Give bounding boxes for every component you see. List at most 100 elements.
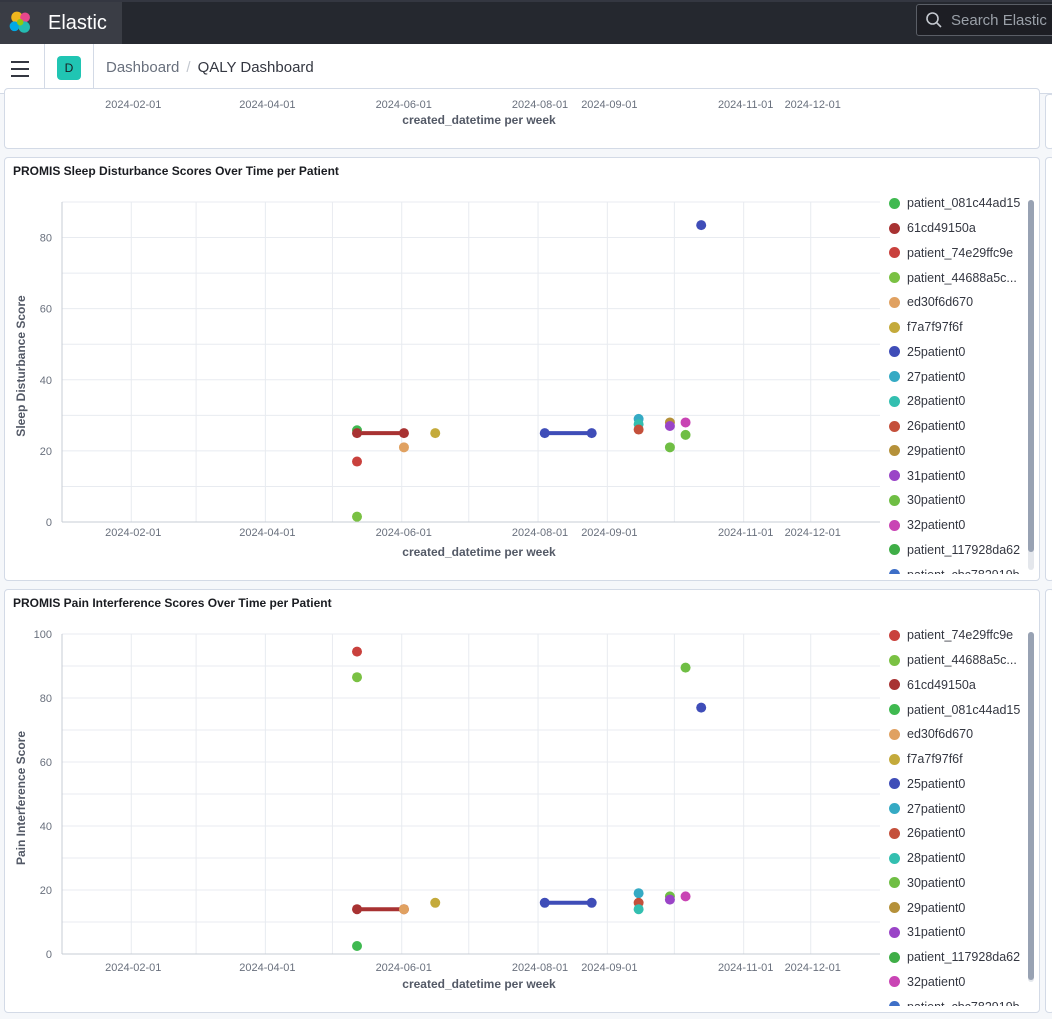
legend-color-dot [889, 197, 900, 209]
legend-item[interactable]: 26patient0 [881, 414, 1023, 439]
legend-label: 28patient0 [907, 394, 966, 409]
legend-item[interactable]: ed30f6d670 [881, 290, 1023, 315]
legend-item[interactable]: f7a7f97f6f [881, 315, 1023, 340]
data-point[interactable] [352, 511, 363, 522]
legend-label: patient_44688a5c... [907, 270, 1017, 285]
y-tick-label: 0 [46, 517, 52, 529]
data-point[interactable] [586, 428, 597, 439]
data-point[interactable] [633, 424, 644, 435]
y-axis-title: Pain Interference Score [14, 731, 28, 865]
hamburger-menu-icon[interactable] [11, 61, 29, 77]
legend-color-dot [889, 569, 900, 574]
legend-color-dot [889, 951, 900, 963]
legend-scrollbar[interactable] [1028, 200, 1034, 570]
legend-item[interactable]: 61cd49150a [881, 673, 1023, 698]
legend-color-dot [889, 222, 900, 234]
y-tick-label: 80 [40, 233, 52, 245]
legend-item[interactable]: patient_cbc782919b [881, 562, 1023, 574]
legend-item[interactable]: patient_081c44ad15 [881, 191, 1023, 216]
data-point[interactable] [539, 897, 550, 908]
legend-item[interactable]: patient_117928da62 [881, 945, 1023, 970]
legend-item[interactable]: 31patient0 [881, 920, 1023, 945]
legend-item[interactable]: 32patient0 [881, 513, 1023, 538]
search-icon [926, 12, 942, 28]
data-point[interactable] [398, 904, 409, 915]
legend-label: patient_74e29ffc9e [907, 628, 1014, 643]
data-point[interactable] [633, 888, 644, 899]
data-point[interactable] [633, 904, 644, 915]
panel-top-partial: 2024-02-01 2024-04-01 2024-06-01 2024-08-01… [4, 88, 1040, 149]
legend-item[interactable]: 27patient0 [881, 796, 1023, 821]
legend-label: 30patient0 [907, 875, 966, 890]
legend-item[interactable]: patient_cbc782919b [881, 994, 1023, 1006]
legend-item[interactable]: 25patient0 [881, 772, 1023, 797]
legend-scrollbar-thumb[interactable] [1028, 200, 1034, 552]
data-point[interactable] [352, 428, 363, 439]
data-point[interactable] [696, 220, 707, 231]
legend-label: patient_081c44ad15 [907, 196, 1021, 211]
legend-item[interactable]: 32patient0 [881, 970, 1023, 995]
legend-label: patient_117928da62 [907, 950, 1021, 965]
elastic-home-link[interactable]: Elastic [0, 2, 122, 44]
legend-item[interactable]: patient_44688a5c... [881, 265, 1023, 290]
legend-item[interactable]: 26patient0 [881, 821, 1023, 846]
legend-label: 32patient0 [907, 974, 966, 989]
legend-item[interactable]: 29patient0 [881, 439, 1023, 464]
legend-item[interactable]: 29patient0 [881, 895, 1023, 920]
data-point[interactable] [680, 429, 691, 440]
data-point[interactable] [696, 702, 707, 713]
legend-item[interactable]: patient_117928da62 [881, 538, 1023, 563]
x-tick-label: 2024-11-01 [718, 962, 773, 974]
x-tick-label: 2024-12-01 [785, 99, 841, 111]
data-point[interactable] [398, 442, 409, 453]
legend-item[interactable]: 25patient0 [881, 340, 1023, 365]
x-tick-label: 2024-09-01 [581, 962, 637, 974]
data-point[interactable] [352, 456, 363, 467]
data-point[interactable] [352, 672, 363, 683]
chart-legend: patient_74e29ffc9e patient_44688a5c... 61c… [881, 623, 1023, 1006]
data-point[interactable] [680, 662, 691, 673]
legend-label: f7a7f97f6f [907, 320, 963, 335]
legend-scrollbar[interactable] [1028, 632, 1034, 982]
legend-item[interactable]: ed30f6d670 [881, 722, 1023, 747]
breadcrumb-dashboard-link[interactable]: Dashboard [106, 59, 180, 76]
legend-scrollbar-thumb[interactable] [1028, 632, 1034, 980]
data-point[interactable] [430, 897, 441, 908]
legend-item[interactable]: f7a7f97f6f [881, 747, 1023, 772]
data-point[interactable] [539, 428, 550, 439]
data-point[interactable] [352, 646, 363, 657]
legend-color-dot [889, 704, 900, 716]
space-avatar[interactable]: D [57, 56, 81, 80]
legend-item[interactable]: 28patient0 [881, 846, 1023, 871]
legend-item[interactable]: 30patient0 [881, 488, 1023, 513]
legend-item[interactable]: patient_081c44ad15 [881, 697, 1023, 722]
legend-item[interactable]: patient_74e29ffc9e [881, 241, 1023, 266]
data-point[interactable] [664, 894, 675, 905]
data-point[interactable] [680, 417, 691, 428]
legend-item[interactable]: 28patient0 [881, 389, 1023, 414]
legend-item[interactable]: patient_74e29ffc9e [881, 623, 1023, 648]
legend-item[interactable]: 30patient0 [881, 871, 1023, 896]
panel-title: PROMIS Pain Interference Scores Over Tim… [13, 596, 332, 610]
legend-item[interactable]: patient_44688a5c... [881, 648, 1023, 673]
legend-item[interactable]: 27patient0 [881, 364, 1023, 389]
legend-label: patient_cbc782919b [907, 1000, 1020, 1006]
app-name: Elastic [48, 11, 107, 34]
data-point[interactable] [664, 421, 675, 431]
data-point[interactable] [430, 428, 441, 439]
data-point[interactable] [586, 897, 597, 908]
legend-item[interactable]: 31patient0 [881, 463, 1023, 488]
adjacent-panel-edge [1045, 157, 1052, 581]
data-point[interactable] [664, 442, 675, 453]
x-tick-label: 2024-08-01 [512, 527, 568, 539]
legend-item[interactable]: 61cd49150a [881, 216, 1023, 241]
x-axis-title: created_datetime per week [402, 545, 556, 559]
data-point[interactable] [680, 891, 691, 902]
data-point[interactable] [398, 428, 409, 439]
panel-title: PROMIS Sleep Disturbance Scores Over Tim… [13, 164, 339, 178]
legend-label: 28patient0 [907, 851, 966, 866]
global-search-input[interactable]: Search Elastic [916, 4, 1052, 36]
data-point[interactable] [352, 904, 363, 915]
data-point[interactable] [352, 941, 363, 951]
pain-interference-chart: 0 20 40 60 80 100 Pain Interference Score 2024-… [14, 629, 880, 991]
